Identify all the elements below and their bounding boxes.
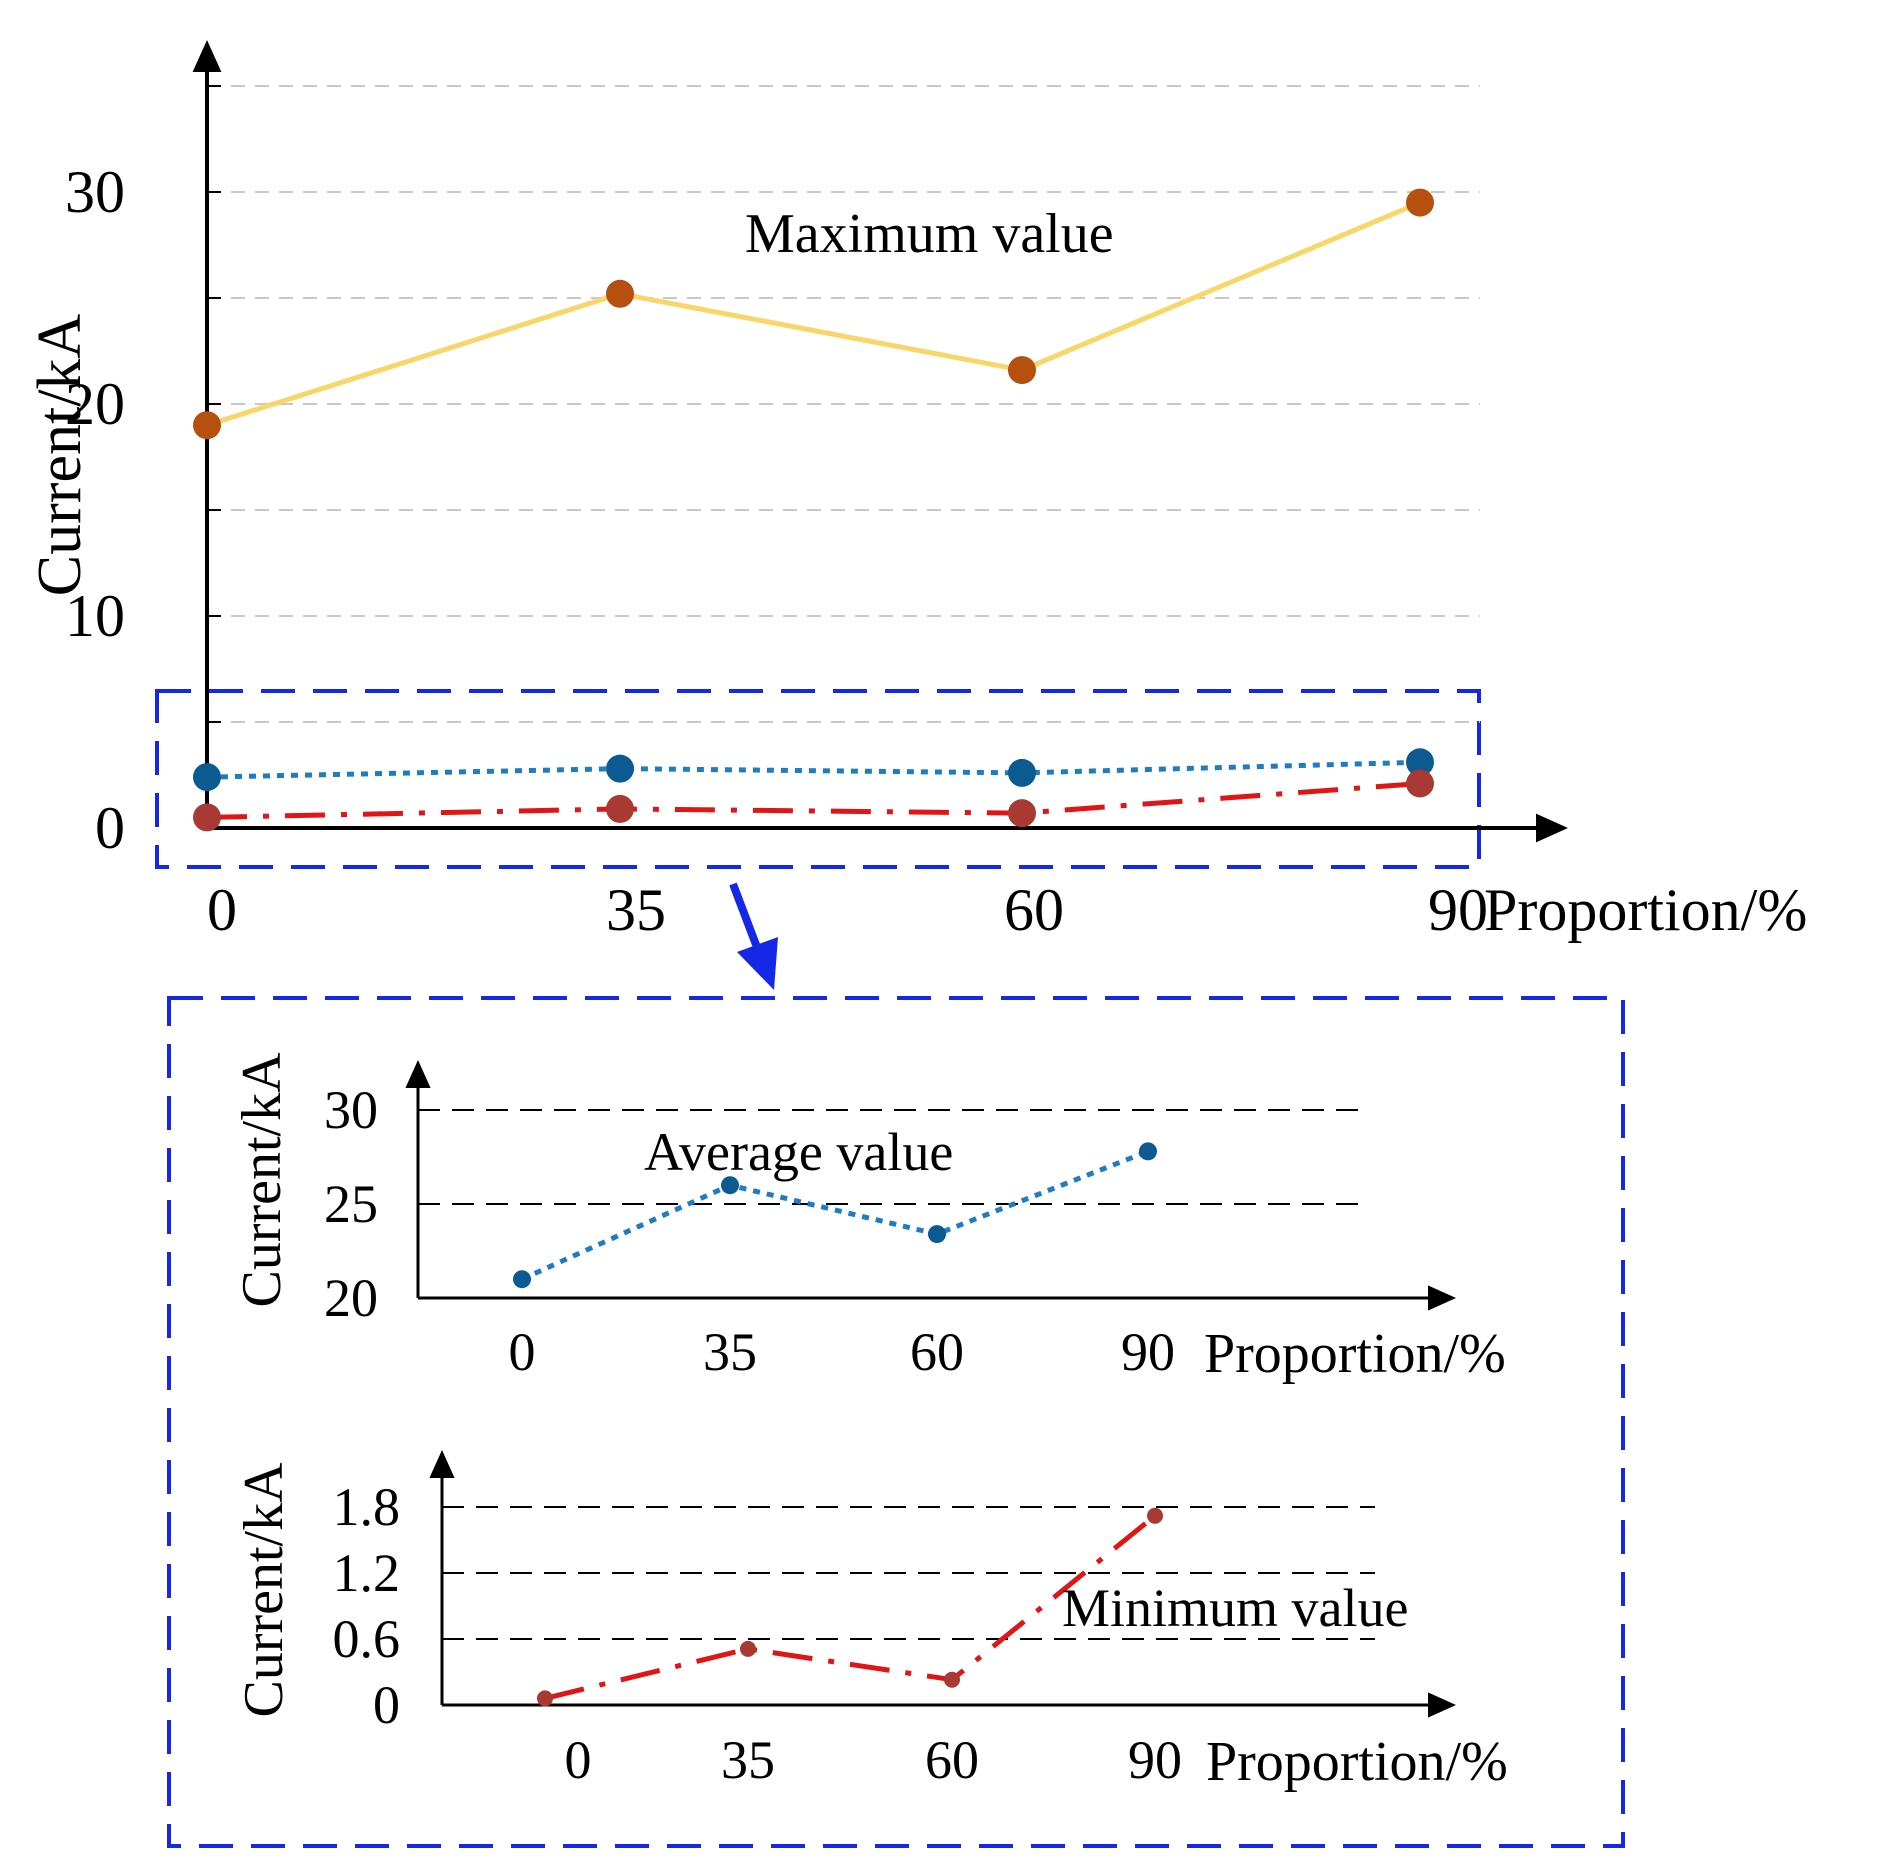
minimum-inset-chart: 00.61.21.80 35 60 90 Proportion/%Current/kA M… [233, 1450, 1508, 1793]
x-axis-arrow [1536, 813, 1568, 843]
y-tick-label: 0.6 [333, 1609, 401, 1669]
data-point-min [944, 1671, 960, 1688]
zoom-arrow-head [737, 937, 778, 990]
series-annotation: Average value [644, 1122, 953, 1182]
y-axis-title: Current/kA [233, 1462, 295, 1718]
x-tick-label: 60 [925, 1730, 979, 1790]
data-point-avg [1139, 1142, 1157, 1161]
data-point-min [740, 1640, 756, 1657]
average-inset-chart: 20 25 30 0 35 60 90 Proportion/% Current/kA Avera… [231, 1052, 1506, 1385]
y-tick-label: 30 [324, 1080, 378, 1140]
x-tick-label: 60 [1004, 877, 1064, 943]
x-axis-title: Proportion/% [1206, 1731, 1508, 1793]
y-axis-title: Current/kA [26, 314, 94, 597]
y-tick-label: 30 [65, 159, 125, 225]
data-point-avg [928, 1225, 946, 1244]
y-axis-arrow [192, 40, 222, 72]
data-point-max [1406, 188, 1434, 217]
x-tick-label: 35 [721, 1730, 775, 1790]
series-line-avg [206, 759, 1421, 780]
y-tick-label: 20 [65, 371, 125, 437]
data-point-avg [721, 1176, 739, 1195]
y-tick-label: 1.8 [333, 1477, 401, 1537]
y-tick-label: 0 [373, 1675, 400, 1735]
x-tick-label: 35 [703, 1322, 757, 1382]
data-point-min [537, 1690, 553, 1707]
y-axis-arrow [405, 1060, 431, 1088]
series-line-min [544, 1513, 1157, 1701]
y-tick-label: 0 [95, 795, 125, 861]
data-point-max [1008, 356, 1036, 385]
x-tick-label: 35 [606, 877, 666, 943]
x-tick-label: 90 [1428, 877, 1488, 943]
data-point-min [1008, 799, 1036, 828]
data-point-min [606, 794, 634, 823]
x-tick-label: 0 [207, 877, 237, 943]
x-tick-label: 90 [1128, 1730, 1182, 1790]
data-point-max [606, 279, 634, 308]
y-tick-label: 25 [324, 1174, 378, 1234]
data-point-avg [193, 763, 221, 792]
y-tick-label: 1.2 [333, 1543, 401, 1603]
x-tick-label: 0 [565, 1730, 592, 1790]
zoom-arrow-shaft [729, 882, 762, 952]
x-axis-arrow [1428, 1692, 1456, 1718]
data-point-avg [606, 754, 634, 783]
zoom-region-box [155, 689, 1481, 869]
series-line-min [206, 780, 1421, 820]
y-axis-title: Current/kA [231, 1052, 293, 1308]
data-point-min [1147, 1507, 1163, 1524]
series-annotation: Minimum value [1062, 1578, 1408, 1638]
zoom-annotations [155, 689, 1625, 1848]
data-point-avg [1406, 748, 1434, 777]
data-point-avg [1008, 758, 1036, 787]
x-axis-title: Proportion/% [1204, 1323, 1506, 1385]
x-tick-label: 60 [910, 1322, 964, 1382]
data-point-min [1406, 769, 1434, 798]
y-axis-arrow [429, 1450, 455, 1478]
series-line-avg [520, 1149, 1149, 1282]
series-annotation: Maximum value [745, 203, 1114, 265]
x-tick-label: 0 [509, 1322, 536, 1382]
data-point-avg [513, 1270, 531, 1289]
data-point-min [193, 803, 221, 832]
x-tick-label: 90 [1121, 1322, 1175, 1382]
data-point-max [193, 411, 221, 440]
series-line-max [206, 200, 1421, 428]
x-axis-title: Proportion/% [1484, 877, 1807, 943]
inset-frame-box [167, 996, 1625, 1848]
y-tick-label: 20 [324, 1268, 378, 1328]
x-axis-arrow [1428, 1285, 1456, 1311]
y-tick-label: 10 [65, 583, 125, 649]
